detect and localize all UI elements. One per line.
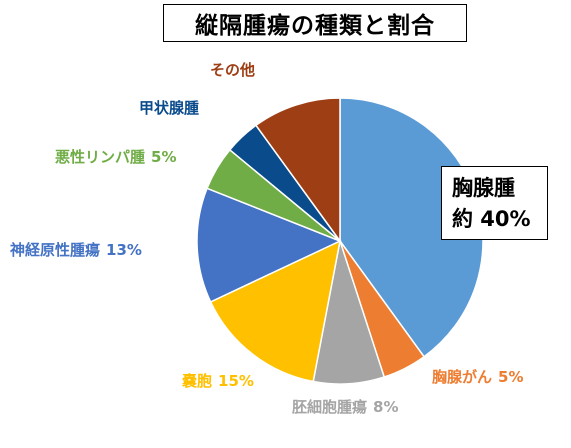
label-cyst: 嚢胞 15%: [181, 372, 254, 390]
label-malignant-lymphoma: 悪性リンパ腫 5%: [55, 148, 176, 166]
pie-labels: 胸腺がん 5% 胚細胞腫瘍 8% 嚢胞 15% 神経原性腫瘍 13% 悪性リンパ腫 5% …: [10, 61, 523, 416]
pie-slice-4: [196, 187, 342, 303]
label-thyroid-tumor: 甲状腺腫: [139, 99, 199, 117]
label-thymoma-callout: 胸腺腫 約 40%: [441, 166, 548, 240]
chart-title: 縦隔腫瘍の種類と割合: [163, 4, 467, 42]
pie-slice-3: [209, 239, 342, 383]
label-thymoma-name: 胸腺腫: [452, 176, 515, 200]
pie-slice-7: [254, 97, 341, 244]
pie-slices: [196, 97, 484, 385]
label-germ-cell-tumor: 胚細胞腫瘍 8%: [292, 398, 398, 416]
label-other: その他: [210, 61, 255, 79]
label-thymic-carcinoma: 胸腺がん 5%: [432, 368, 523, 386]
label-neurogenic-tumor: 神経原性腫瘍 13%: [10, 241, 142, 259]
label-thymoma-percent: 約 40%: [452, 207, 531, 231]
